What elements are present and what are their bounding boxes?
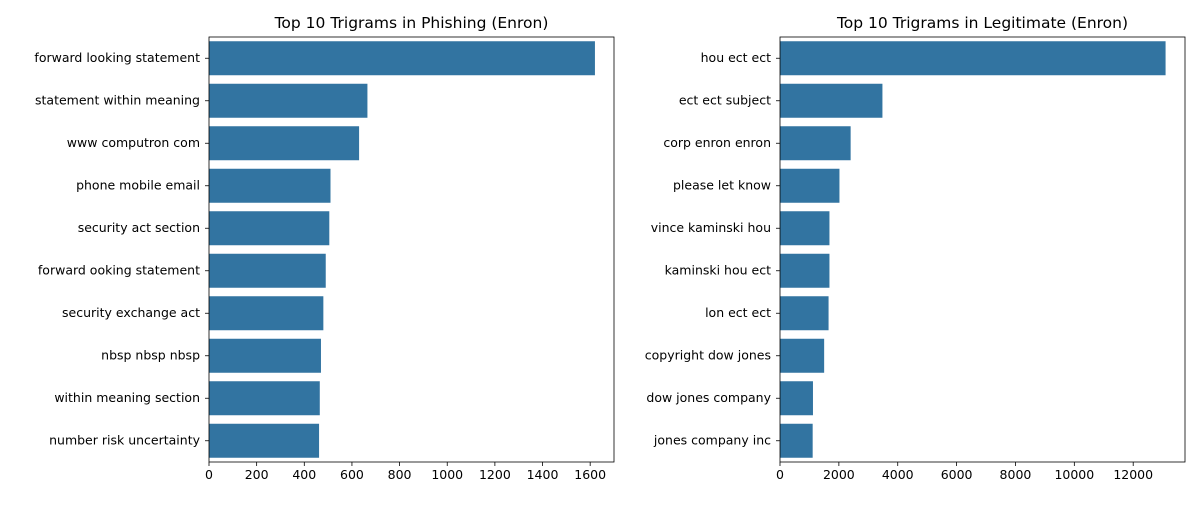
bar — [209, 296, 324, 331]
category-label: hou ect ect — [701, 50, 771, 65]
category-label: lon ect ect — [705, 305, 771, 320]
bar — [780, 126, 851, 161]
bar — [209, 83, 368, 118]
x-tick-label: 12000 — [1113, 467, 1153, 482]
category-label: security act section — [78, 220, 200, 235]
axes-frame — [779, 36, 1186, 463]
x-tick-label: 6000 — [941, 467, 973, 482]
bar — [780, 423, 813, 458]
chart-title: Top 10 Trigrams in Phishing (Enron) — [274, 14, 549, 32]
bar — [780, 338, 825, 373]
bar — [780, 83, 883, 118]
category-label: forward looking statement — [34, 50, 200, 65]
bar — [209, 211, 330, 246]
chart-title: Top 10 Trigrams in Legitimate (Enron) — [836, 14, 1128, 32]
category-label: security exchange act — [62, 305, 200, 320]
bar — [209, 423, 320, 458]
x-tick-label: 400 — [292, 467, 316, 482]
x-tick-label: 0 — [205, 467, 213, 482]
x-tick-label: 4000 — [882, 467, 914, 482]
category-label: copyright dow jones — [645, 347, 771, 362]
x-tick-label: 200 — [245, 467, 269, 482]
bar — [780, 296, 829, 331]
category-label: forward ooking statement — [38, 262, 200, 277]
axes-frame — [208, 36, 615, 463]
category-label: within meaning section — [54, 390, 200, 405]
x-tick-label: 1400 — [527, 467, 559, 482]
category-label: ect ect subject — [679, 92, 771, 107]
bar — [209, 168, 331, 203]
x-tick-label: 600 — [340, 467, 364, 482]
bar — [780, 381, 813, 416]
category-label: kaminski hou ect — [665, 262, 771, 277]
bar — [209, 126, 360, 161]
x-tick-label: 10000 — [1054, 467, 1094, 482]
category-label: vince kaminski hou — [651, 220, 771, 235]
x-tick-label: 1600 — [574, 467, 606, 482]
category-label: dow jones company — [646, 390, 771, 405]
x-tick-label: 800 — [388, 467, 412, 482]
x-tick-label: 0 — [776, 467, 784, 482]
bar — [780, 253, 830, 288]
chart-panel-2: hou ect ect ect ect subject corp enron enr… — [645, 14, 1186, 482]
bar — [780, 211, 830, 246]
category-label: number risk uncertainty — [49, 432, 200, 447]
bar — [209, 253, 326, 288]
bar — [209, 338, 321, 373]
bar — [780, 41, 1166, 76]
category-label: phone mobile email — [76, 177, 200, 192]
bar — [209, 41, 595, 76]
x-tick-label: 8000 — [1000, 467, 1032, 482]
category-label: nbsp nbsp nbsp — [101, 347, 200, 362]
x-tick-label: 1000 — [431, 467, 463, 482]
category-label: please let know — [673, 177, 771, 192]
category-label: statement within meaning — [35, 92, 200, 107]
x-tick-label: 1200 — [479, 467, 511, 482]
category-label: www computron com — [67, 135, 200, 150]
bar — [780, 168, 840, 203]
x-tick-label: 2000 — [823, 467, 855, 482]
chart-panel-1: forward looking statement statement withi… — [34, 14, 615, 482]
bar — [209, 381, 320, 416]
category-label: jones company inc — [653, 432, 771, 447]
category-label: corp enron enron — [663, 135, 771, 150]
